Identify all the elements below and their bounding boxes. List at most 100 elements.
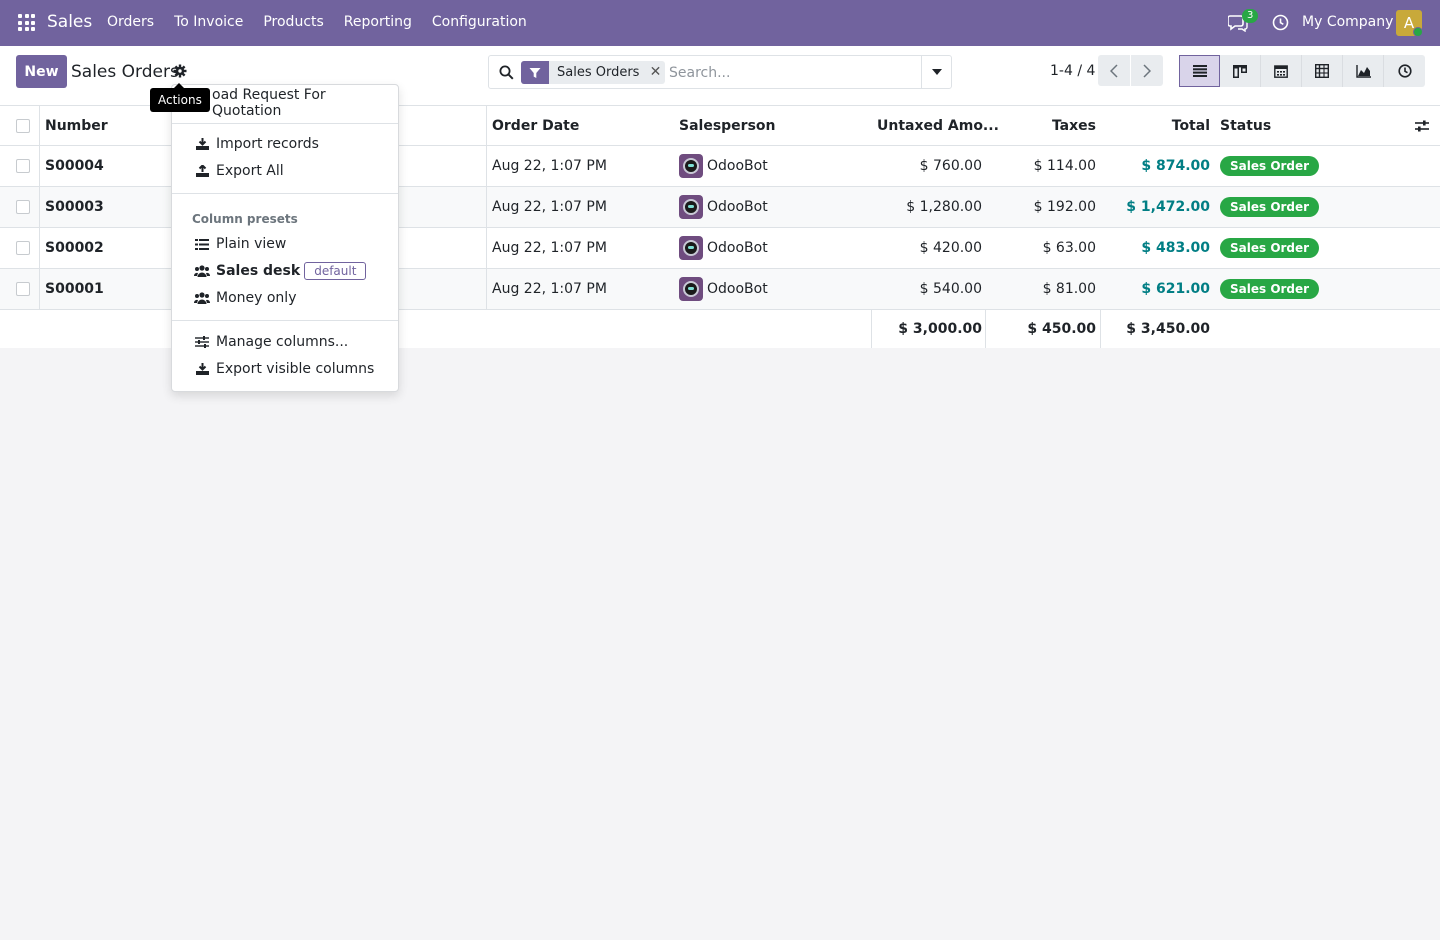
cell-status: Sales Order — [1220, 187, 1320, 227]
graph-view-button[interactable] — [1343, 55, 1384, 87]
row-checkbox[interactable] — [16, 241, 30, 255]
column-header-salesperson[interactable]: Salesperson — [679, 117, 776, 134]
cell-number: S00002 — [45, 240, 104, 256]
actions-tooltip: Actions — [150, 83, 210, 112]
upload-icon — [194, 164, 210, 178]
cell-order-date: Aug 22, 1:07 PM — [492, 199, 607, 215]
pager-value[interactable]: 1-4 / 4 — [1050, 63, 1096, 79]
column-divider — [486, 269, 487, 309]
cell-number: S00001 — [45, 281, 104, 297]
column-divider — [1100, 310, 1101, 348]
menu-products[interactable]: Products — [263, 14, 324, 30]
pivot-view-button[interactable] — [1302, 55, 1343, 87]
column-divider — [985, 310, 986, 348]
salesperson-name: OdooBot — [707, 281, 768, 297]
column-header-order-date[interactable]: Order Date — [492, 117, 580, 134]
cell-total: $ 621.00 — [1141, 281, 1210, 297]
cell-number: S00003 — [45, 199, 104, 215]
kanban-icon — [1233, 64, 1247, 78]
app-brand[interactable]: Sales — [47, 12, 93, 32]
menu-to-invoice[interactable]: To Invoice — [174, 14, 244, 30]
new-button[interactable]: New — [16, 55, 67, 88]
column-header-status[interactable]: Status — [1220, 117, 1272, 134]
activity-clock-icon[interactable] — [1272, 14, 1289, 31]
select-all-checkbox[interactable] — [16, 119, 30, 133]
salesperson-name: OdooBot — [707, 158, 768, 174]
dd-export-all[interactable]: Export All — [194, 160, 284, 182]
column-divider — [39, 187, 40, 227]
search-input[interactable] — [669, 62, 919, 84]
optional-columns-toggle[interactable] — [1414, 106, 1430, 145]
control-panel: New Sales Orders Actions Sales Orders ✕ … — [0, 46, 1440, 112]
column-divider — [486, 228, 487, 268]
calendar-view-button[interactable] — [1261, 55, 1302, 87]
dd-manage-columns[interactable]: Manage columns... — [194, 331, 348, 353]
gear-icon[interactable] — [173, 64, 187, 78]
column-divider — [486, 187, 487, 227]
chat-count-badge: 3 — [1242, 9, 1259, 23]
cell-status: Sales Order — [1220, 228, 1320, 268]
menu-configuration[interactable]: Configuration — [431, 14, 527, 30]
pager-next-button[interactable] — [1131, 55, 1163, 86]
dd-sales-desk[interactable]: Sales desk default — [194, 260, 367, 282]
dd-plain-view[interactable]: Plain view — [194, 233, 286, 255]
row-checkbox[interactable] — [16, 200, 30, 214]
cell-number: S00004 — [45, 158, 104, 174]
pivot-icon — [1315, 64, 1329, 78]
download-icon — [194, 362, 210, 376]
dd-divider — [172, 320, 398, 321]
odoobot-avatar — [679, 154, 703, 178]
dd-download-rfq[interactable]: oad Request For Quotation — [212, 87, 398, 119]
dd-export-visible-label: Export visible columns — [216, 361, 375, 377]
column-header-number[interactable]: Number — [45, 117, 108, 134]
activity-view-button[interactable] — [1384, 55, 1425, 87]
dd-import-records-label: Import records — [216, 136, 319, 152]
cell-salesperson: OdooBot — [679, 187, 768, 227]
row-checkbox[interactable] — [16, 159, 30, 173]
column-header-taxes[interactable]: Taxes — [1051, 117, 1096, 134]
chevron-right-icon — [1143, 63, 1151, 78]
dd-import-records[interactable]: Import records — [194, 133, 319, 155]
column-header-total[interactable]: Total — [1171, 117, 1210, 134]
filter-icon — [521, 61, 549, 84]
dd-manage-columns-label: Manage columns... — [216, 334, 349, 350]
menu-reporting[interactable]: Reporting — [343, 14, 412, 30]
dd-export-visible[interactable]: Export visible columns — [194, 358, 374, 380]
company-switcher[interactable]: My Company — [1302, 14, 1394, 30]
status-badge: Sales Order — [1220, 156, 1320, 176]
table-row[interactable]: S00001 Aug 22, 1:07 PM OdooBot $ 540.00 $ 81… — [0, 269, 1440, 310]
default-badge: default — [304, 262, 367, 280]
facet-remove-icon[interactable]: ✕ — [649, 64, 662, 80]
dd-plain-view-label: Plain view — [216, 236, 287, 252]
total-taxes: $ 450.00 — [1027, 321, 1096, 337]
kanban-view-button[interactable] — [1220, 55, 1261, 87]
cell-total: $ 483.00 — [1141, 240, 1210, 256]
menu-orders[interactable]: Orders — [107, 14, 155, 30]
cell-untaxed: $ 420.00 — [919, 240, 982, 256]
column-divider — [39, 269, 40, 309]
cell-salesperson: OdooBot — [679, 146, 768, 186]
cell-untaxed: $ 540.00 — [919, 281, 982, 297]
page-title[interactable]: Sales Orders — [71, 62, 179, 82]
search-options-toggle[interactable] — [921, 56, 951, 88]
column-header-untaxed[interactable]: Untaxed Amo... — [877, 117, 999, 134]
users-icon — [194, 264, 210, 278]
list-view-button[interactable] — [1179, 55, 1220, 87]
view-switcher — [1179, 55, 1425, 87]
cell-total: $ 1,472.00 — [1126, 199, 1210, 215]
salesperson-name: OdooBot — [707, 240, 768, 256]
list-icon — [194, 237, 210, 251]
dd-money-only[interactable]: Money only — [194, 287, 296, 309]
calendar-icon — [1274, 65, 1288, 78]
cell-salesperson: OdooBot — [679, 269, 768, 309]
apps-grid-icon[interactable] — [18, 14, 35, 31]
dd-section-title: Column presets — [192, 212, 298, 226]
search-icon[interactable] — [499, 65, 514, 80]
cell-total: $ 874.00 — [1141, 158, 1210, 174]
row-checkbox[interactable] — [16, 282, 30, 296]
cell-order-date: Aug 22, 1:07 PM — [492, 240, 607, 256]
pager-previous-button[interactable] — [1098, 55, 1130, 86]
main-menu: Orders To Invoice Products Reporting Con… — [97, 14, 537, 30]
dd-divider — [172, 193, 398, 194]
users-icon — [194, 291, 210, 305]
